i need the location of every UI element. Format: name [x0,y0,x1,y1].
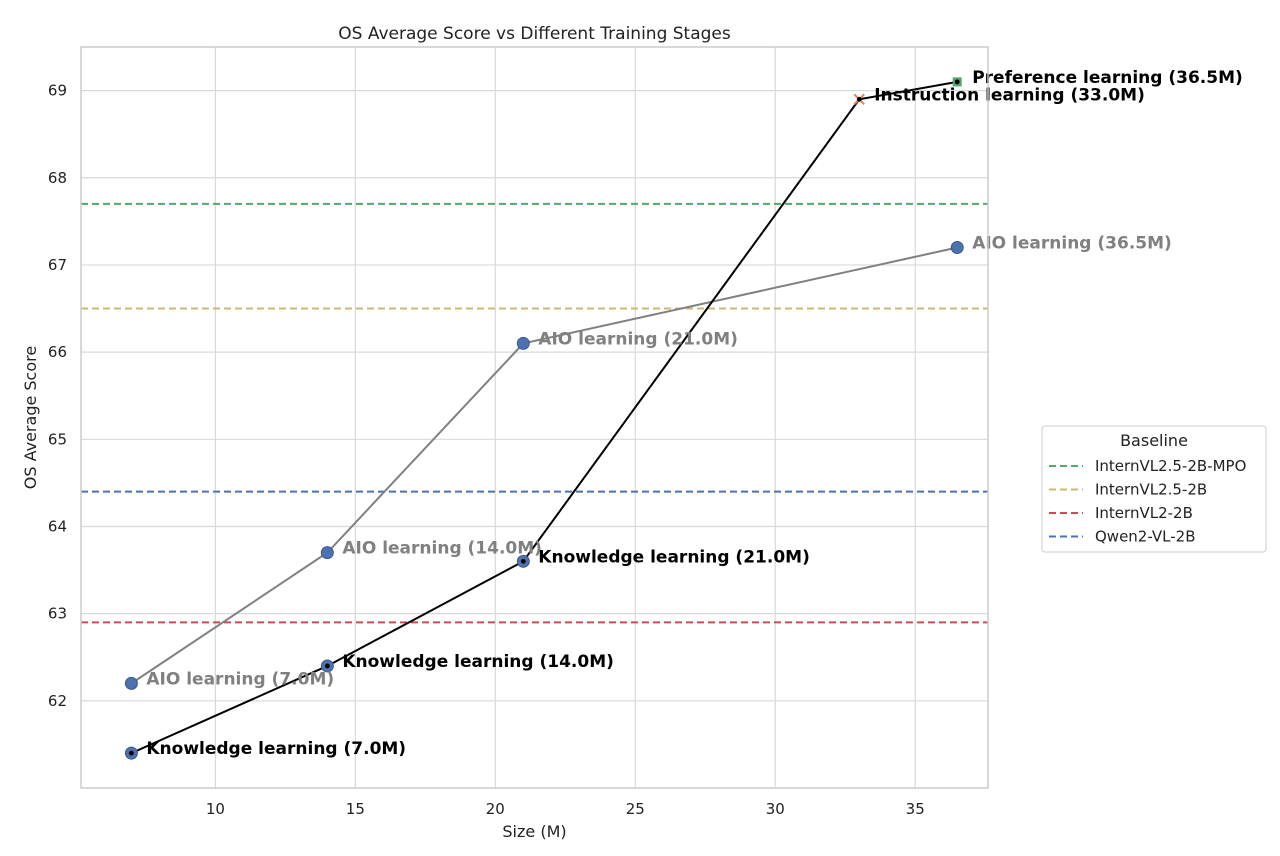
legend-label: InternVL2-2B [1095,504,1193,522]
y-axis-label: OS Average Score [21,346,40,489]
data-point [853,93,865,106]
y-tick-label: 62 [48,692,67,710]
legend-item: InternVL2.5-2B [1049,481,1207,499]
legend: Baseline InternVL2.5-2B-MPOInternVL2.5-2… [1041,425,1267,553]
y-tick-label: 67 [48,256,67,274]
data-label: Knowledge learning (14.0M) [342,652,614,672]
x-tick-label: 35 [906,800,925,818]
series-line [130,246,958,685]
data-point [516,336,530,350]
x-tick-label: 25 [626,800,645,818]
legend-items: InternVL2.5-2B-MPO InternVL2.5-2B InternVL… [1049,457,1246,546]
x-tick-label: 15 [346,800,365,818]
data-label: AIO learning (7.0M) [146,669,334,689]
legend-item: InternVL2-2B [1049,504,1193,522]
data-label: AIO learning (36.5M) [972,234,1172,254]
chart-title: OS Average Score vs Different Training S… [338,24,731,44]
data-label: Knowledge learning (21.0M) [538,547,810,567]
x-tick-label: 20 [486,800,505,818]
y-tick-label: 68 [48,169,67,187]
data-point-center [856,96,862,102]
baseline-lines [81,202,988,624]
y-axis-ticks: 62 63 64 65 66 67 68 69 [48,82,67,710]
point-labels: AIO learning (7.0M) AIO learning (14.0M) A… [146,68,1242,759]
data-point-center [324,663,330,669]
y-tick-label: 65 [48,430,67,448]
legend-label: Qwen2-VL-2B [1095,528,1196,546]
plot-frame [80,46,989,789]
plot-area [81,47,988,788]
y-tick-label: 69 [48,82,67,100]
legend-item: Qwen2-VL-2B [1049,528,1196,546]
x-tick-label: 10 [206,800,225,818]
data-label: Preference learning (36.5M) [972,68,1243,88]
y-tick-label: 66 [48,343,67,361]
legend-label: InternVL2.5-2B-MPO [1095,457,1246,475]
y-tick-label: 63 [48,605,67,623]
x-axis-ticks: 10 15 20 25 30 35 [206,800,925,818]
legend-title: Baseline [1120,431,1188,450]
data-label: Instruction learning (33.0M) [874,85,1145,105]
legend-box [1041,425,1267,553]
x-axis-label: Size (M) [502,822,566,841]
data-point [950,241,964,255]
data-label: AIO learning (14.0M) [342,539,542,559]
series-group [124,77,964,760]
grid [81,47,988,788]
data-point-center [520,558,526,564]
data-point-center [128,750,134,756]
legend-item: InternVL2.5-2B-MPO [1049,457,1246,475]
data-label: AIO learning (21.0M) [538,329,738,349]
data-point [124,676,138,690]
y-tick-label: 64 [48,517,67,535]
data-point-center [954,79,960,85]
x-tick-label: 30 [766,800,785,818]
legend-label: InternVL2.5-2B [1095,481,1207,499]
data-label: Knowledge learning (7.0M) [146,739,406,759]
data-point [320,546,334,560]
